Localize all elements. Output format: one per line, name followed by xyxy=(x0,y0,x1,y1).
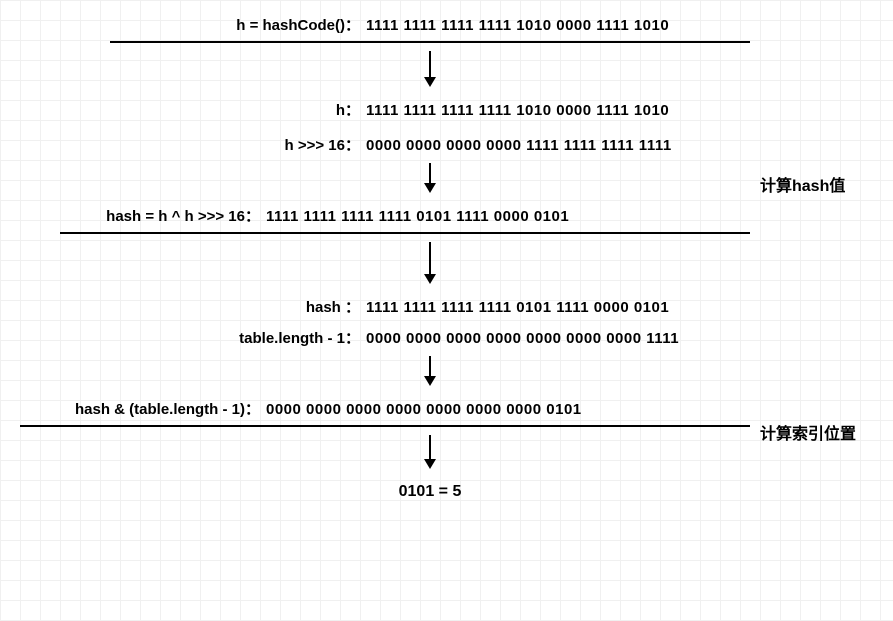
step4a-row: hash ： 1111 1111 1111 1111 0101 1111 000… xyxy=(110,296,750,317)
step2b-label: h >>> 16： xyxy=(110,134,366,155)
annotation-hash: 计算hash值 xyxy=(760,172,845,196)
step3-label: hash = h ^ h >>> 16： xyxy=(60,205,266,226)
step2a-label: h： xyxy=(110,99,366,120)
step5-block: hash & (table.length - 1)： 0000 0000 000… xyxy=(20,398,750,427)
step4b-value: 0000 0000 0000 0000 0000 0000 0000 1111 xyxy=(366,330,679,347)
arrow-down-icon xyxy=(420,51,440,87)
step2a-row: h： 1111 1111 1111 1111 1010 0000 1111 10… xyxy=(110,99,750,120)
diagram-container: h = hashCode()： 1111 1111 1111 1111 1010… xyxy=(10,10,880,501)
arrow-down-icon xyxy=(420,435,440,469)
step1-label: h = hashCode()： xyxy=(110,14,366,35)
step5-label: hash & (table.length - 1)： xyxy=(20,398,266,419)
step2-block: h： 1111 1111 1111 1111 1010 0000 1111 10… xyxy=(110,99,750,155)
step4a-value: 1111 1111 1111 1111 0101 1111 0000 0101 xyxy=(366,299,669,316)
step1-block: h = hashCode()： 1111 1111 1111 1111 1010… xyxy=(110,14,750,43)
step4-block: hash ： 1111 1111 1111 1111 0101 1111 000… xyxy=(110,296,750,348)
step5-underline xyxy=(20,425,750,427)
step2b-row: h >>> 16： 0000 0000 0000 0000 1111 1111 … xyxy=(110,134,750,155)
arrow-down-icon xyxy=(420,356,440,386)
arrow-4 xyxy=(110,352,750,394)
step4a-label: hash ： xyxy=(110,296,366,317)
step1-row: h = hashCode()： 1111 1111 1111 1111 1010… xyxy=(110,14,750,35)
final-result: 0101 = 5 xyxy=(110,483,750,501)
arrow-2 xyxy=(110,159,750,201)
arrow-1 xyxy=(110,47,750,95)
step4b-label: table.length - 1： xyxy=(110,327,366,348)
step5-row: hash & (table.length - 1)： 0000 0000 000… xyxy=(20,398,750,419)
arrow-down-icon xyxy=(420,242,440,284)
arrow-5 xyxy=(110,431,750,477)
step2b-value: 0000 0000 0000 0000 1111 1111 1111 1111 xyxy=(366,137,672,154)
annotation-index: 计算索引位置 xyxy=(760,420,856,444)
arrow-down-icon xyxy=(420,163,440,193)
arrow-3 xyxy=(110,238,750,292)
step1-underline xyxy=(110,41,750,43)
step3-value: 1111 1111 1111 1111 0101 1111 0000 0101 xyxy=(266,208,569,225)
step3-underline xyxy=(60,232,750,234)
step5-value: 0000 0000 0000 0000 0000 0000 0000 0101 xyxy=(266,401,582,418)
step4b-row: table.length - 1： 0000 0000 0000 0000 00… xyxy=(110,327,750,348)
step3-block: hash = h ^ h >>> 16： 1111 1111 1111 1111… xyxy=(60,205,750,234)
step1-value: 1111 1111 1111 1111 1010 0000 1111 1010 xyxy=(366,17,669,34)
step2a-value: 1111 1111 1111 1111 1010 0000 1111 1010 xyxy=(366,102,669,119)
step3-row: hash = h ^ h >>> 16： 1111 1111 1111 1111… xyxy=(60,205,750,226)
